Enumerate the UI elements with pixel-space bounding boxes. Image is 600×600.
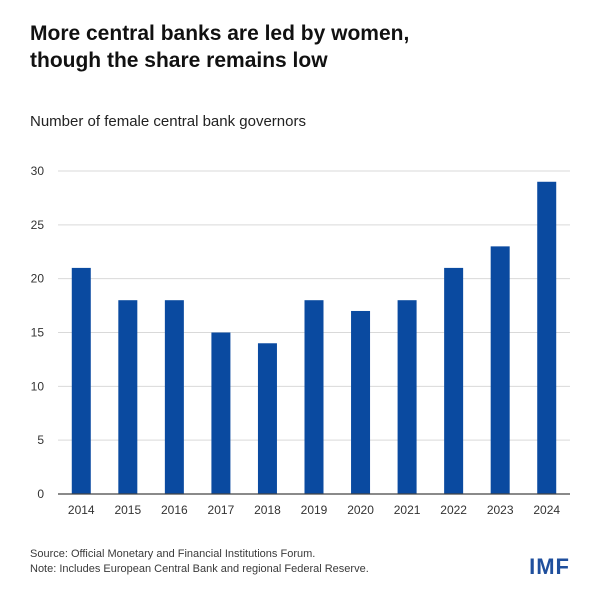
chart-title-line-2: though the share remains low — [30, 49, 328, 72]
x-tick-label: 2020 — [347, 503, 374, 517]
y-tick-label: 15 — [31, 326, 45, 340]
bar — [164, 300, 184, 494]
x-tick-label: 2014 — [68, 503, 95, 517]
imf-logo: IMF — [529, 554, 570, 579]
x-tick-label: 2018 — [254, 503, 281, 517]
chart-subtitle: Number of female central bank governors — [30, 113, 306, 130]
y-tick-label: 5 — [37, 433, 44, 447]
x-tick-label: 2017 — [208, 503, 235, 517]
x-tick-label: 2019 — [301, 503, 328, 517]
chart-footer: Source: Official Monetary and Financial … — [30, 547, 369, 577]
bar — [211, 332, 231, 494]
y-tick-label: 20 — [31, 272, 45, 286]
y-tick-label: 30 — [31, 164, 45, 178]
chart-title: More central banks are led by women, tho… — [30, 20, 570, 74]
y-tick-label: 25 — [31, 218, 45, 232]
chart-title-line-1: More central banks are led by women, — [30, 22, 410, 45]
coverage-note: Note: Includes European Central Bank and… — [30, 563, 369, 575]
x-tick-label: 2016 — [161, 503, 188, 517]
y-tick-label: 0 — [37, 487, 44, 501]
bar — [304, 300, 324, 494]
bar — [397, 300, 417, 494]
x-tick-label: 2024 — [533, 503, 560, 517]
bar — [257, 343, 277, 494]
bar — [118, 300, 138, 494]
x-tick-label: 2023 — [487, 503, 514, 517]
bar — [444, 267, 464, 494]
bar — [490, 246, 510, 494]
bar — [71, 267, 91, 494]
bar — [351, 310, 371, 494]
y-tick-label: 10 — [31, 379, 45, 393]
x-tick-label: 2015 — [114, 503, 141, 517]
x-tick-label: 2022 — [440, 503, 467, 517]
bar — [537, 181, 557, 494]
source-note: Source: Official Monetary and Financial … — [30, 548, 316, 560]
x-tick-label: 2021 — [394, 503, 421, 517]
